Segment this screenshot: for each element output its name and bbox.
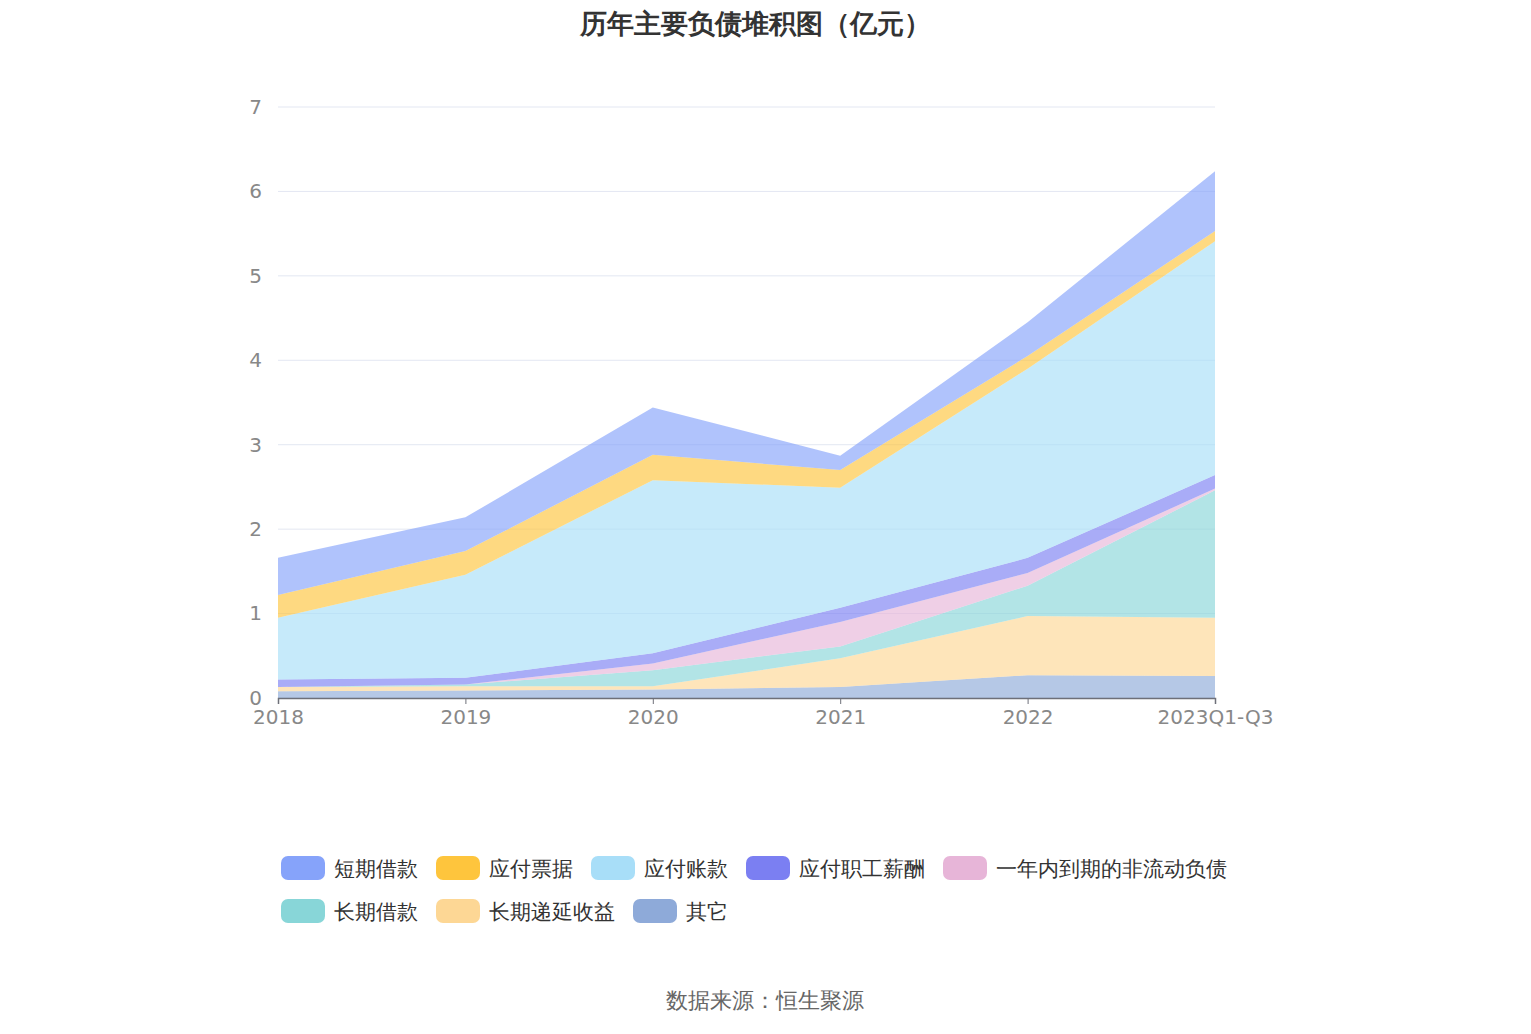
legend-item: 一年内到期的非流动负债	[943, 856, 1227, 881]
x-tick: 2020	[628, 698, 679, 729]
x-tick: 2023Q1-Q3	[1158, 698, 1274, 729]
y-axis: 01234567	[249, 95, 278, 710]
legend-swatch	[633, 899, 677, 923]
x-tick-mark	[653, 698, 654, 704]
legend-label: 其它	[686, 900, 728, 924]
grid-line	[278, 107, 1215, 108]
x-tick-label: 2018	[253, 705, 304, 729]
y-tick-label: 7	[249, 95, 262, 119]
x-tick-mark	[1028, 698, 1029, 704]
areas	[278, 171, 1215, 698]
legend-label: 长期递延收益	[489, 900, 615, 924]
legend-swatch	[436, 899, 480, 923]
grid-line	[278, 275, 1215, 276]
x-tick-label: 2021	[815, 705, 866, 729]
x-tick: 2018	[253, 698, 304, 729]
title: 历年主要负债堆积图（亿元）	[579, 8, 931, 39]
legend-swatch	[281, 856, 325, 880]
grid	[278, 107, 1215, 698]
legend-swatch	[746, 856, 790, 880]
y-tick-label: 5	[249, 264, 262, 288]
legend: 短期借款 应付票据 应付账款 应付职工薪酬 一年内到期的非流动负债长期借款 长期递延收益 其…	[281, 856, 1227, 924]
legend-label: 应付职工薪酬	[799, 857, 925, 881]
x-tick: 2022	[1003, 698, 1054, 729]
x-axis: 2018 2019 2020 2021 2022 2023Q1-Q3	[253, 698, 1273, 729]
x-tick: 2019	[440, 698, 491, 729]
y-tick: 2	[249, 517, 278, 541]
y-tick: 1	[249, 601, 278, 625]
legend-item: 短期借款	[281, 856, 418, 881]
legend-swatch	[591, 856, 635, 880]
source: 数据来源：恒生聚源	[666, 988, 864, 1013]
y-tick-label: 6	[249, 179, 262, 203]
x-axis-line	[279, 699, 1216, 705]
y-tick: 7	[249, 95, 278, 119]
legend-label: 短期借款	[334, 857, 418, 881]
x-tick: 2021	[815, 698, 866, 729]
area	[278, 171, 1215, 595]
x-tick-mark	[1215, 698, 1216, 704]
y-tick: 4	[249, 348, 278, 372]
grid-line	[278, 191, 1215, 192]
legend-label: 一年内到期的非流动负债	[996, 857, 1227, 881]
x-tick-mark	[278, 698, 279, 704]
legend-item: 长期递延收益	[436, 899, 615, 924]
legend-item: 其它	[633, 899, 728, 924]
x-tick-label: 2019	[440, 705, 491, 729]
legend-item: 应付账款	[591, 856, 728, 881]
y-tick-label: 2	[249, 517, 262, 541]
legend-label: 应付票据	[489, 857, 573, 881]
y-tick: 5	[249, 264, 278, 288]
chart: 历年主要负债堆积图（亿元）012345672018201920202021202…	[0, 0, 1531, 1034]
legend-label: 应付账款	[644, 857, 728, 881]
x-tick-label: 2023Q1-Q3	[1158, 705, 1274, 729]
legend-label: 长期借款	[334, 900, 418, 924]
y-axis-line	[278, 108, 279, 699]
x-tick-label: 2022	[1003, 705, 1054, 729]
x-tick-mark	[465, 698, 466, 704]
y-tick: 6	[249, 179, 278, 203]
legend-swatch	[436, 856, 480, 880]
legend-item: 应付职工薪酬	[746, 856, 925, 881]
legend-item: 长期借款	[281, 899, 418, 924]
y-tick-label: 1	[249, 601, 262, 625]
x-tick-mark	[840, 698, 841, 704]
y-tick-label: 3	[249, 433, 262, 457]
y-tick: 3	[249, 433, 278, 457]
legend-swatch	[281, 899, 325, 923]
legend-item: 应付票据	[436, 856, 573, 881]
y-tick-label: 4	[249, 348, 262, 372]
legend-swatch	[943, 856, 987, 880]
x-tick-label: 2020	[628, 705, 679, 729]
